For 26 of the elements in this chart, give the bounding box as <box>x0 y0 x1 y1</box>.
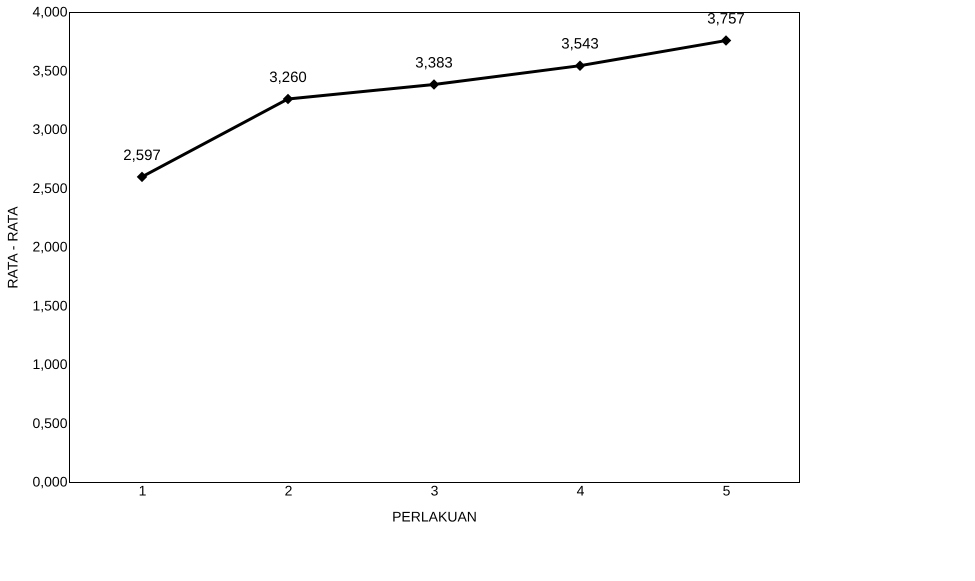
point <box>720 35 732 46</box>
x-tick-label: 3 <box>430 482 439 498</box>
x-tick-label: 5 <box>722 482 731 498</box>
y-tick-label: 4,000 <box>32 4 68 20</box>
y-tick-label: 2,000 <box>32 238 68 254</box>
data-label: 3,543 <box>561 36 599 53</box>
data-label: 3,757 <box>707 10 745 28</box>
y-tick-label: 3,000 <box>32 121 68 137</box>
y-axis-title: RATA - RATA <box>4 206 20 289</box>
point <box>428 79 440 90</box>
y-tick-label: 1,500 <box>32 297 68 314</box>
point <box>574 60 586 71</box>
x-tick-label: 1 <box>138 482 147 498</box>
data-label: 3,383 <box>415 54 453 72</box>
y-tick-label: 2,500 <box>32 180 68 196</box>
data-label: 3,260 <box>269 68 307 86</box>
y-tick-label: 3,500 <box>32 62 68 78</box>
x-axis-title: PERLAKUAN <box>392 508 477 524</box>
point <box>136 172 148 182</box>
y-tick-label: 1,000 <box>32 356 68 372</box>
y-tick-label: 0,500 <box>32 414 68 431</box>
data-label: 2,597 <box>123 146 161 164</box>
point <box>282 94 294 104</box>
x-tick-label: 2 <box>284 482 293 498</box>
x-tick-label: 4 <box>576 482 585 498</box>
y-tick-label: 0,000 <box>32 474 68 490</box>
